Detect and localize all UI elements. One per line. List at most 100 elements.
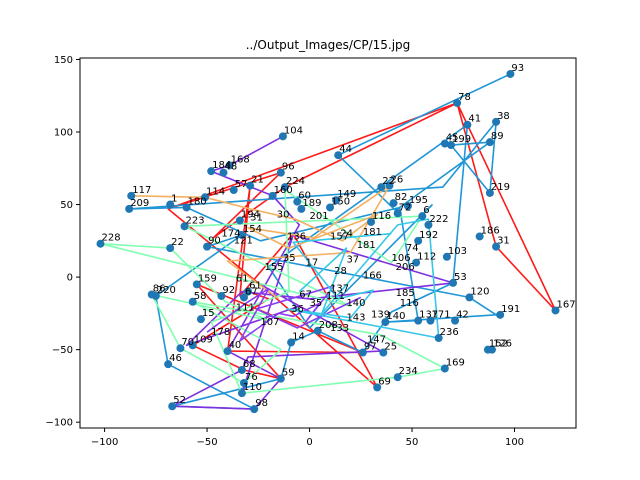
point-label: 191 — [501, 304, 520, 315]
point-label: 17 — [305, 257, 318, 268]
point-marker — [385, 181, 394, 190]
point-marker — [424, 220, 433, 229]
point-label: 6 — [423, 205, 429, 216]
point-label: 67 — [245, 286, 258, 297]
point-label: 208 — [319, 320, 338, 331]
point-marker — [229, 186, 238, 195]
point-label: 68 — [243, 359, 256, 370]
point-marker — [192, 280, 201, 289]
point-marker — [127, 191, 136, 200]
point-label: 166 — [363, 271, 382, 282]
point-label: 137 — [330, 284, 349, 295]
point-marker — [496, 310, 505, 319]
point-marker — [475, 232, 484, 241]
point-label: 110 — [243, 382, 262, 393]
point-marker — [297, 204, 306, 213]
point-label: 159 — [198, 273, 217, 284]
point-marker — [180, 222, 189, 231]
point-label: 155 — [264, 262, 283, 273]
point-label: 167 — [557, 299, 576, 310]
point-marker — [379, 348, 388, 357]
point-label: 90 — [208, 236, 221, 247]
path-line-2 — [171, 135, 454, 410]
point-marker — [485, 138, 494, 147]
point-label: 154 — [243, 224, 262, 235]
point-marker — [446, 141, 455, 150]
point-label: 116 — [372, 211, 391, 222]
point-marker — [389, 199, 398, 208]
point-label: 181 — [357, 240, 376, 251]
point-label: 72 — [399, 202, 412, 213]
point-label: 30 — [277, 210, 290, 221]
point-marker — [442, 252, 451, 261]
point-label: 140 — [346, 298, 365, 309]
point-label: 116 — [400, 298, 419, 309]
point-label: 222 — [429, 214, 448, 225]
point-label: 136 — [287, 231, 306, 242]
point-label: 41 — [468, 114, 481, 125]
x-tick-label: −50 — [197, 437, 218, 448]
point-marker — [168, 402, 177, 411]
point-label: 37 — [346, 255, 359, 266]
point-marker — [176, 344, 185, 353]
point-label: 61 — [236, 273, 249, 284]
point-label: 189 — [302, 198, 321, 209]
point-marker — [418, 212, 427, 221]
point-label: 59 — [282, 368, 295, 379]
point-label: 98 — [255, 398, 268, 409]
point-marker — [225, 161, 234, 170]
point-label: 114 — [206, 186, 225, 197]
y-tick-label: 0 — [67, 273, 73, 284]
point-marker — [414, 316, 423, 325]
point-label: 169 — [446, 358, 465, 369]
point-marker — [485, 188, 494, 197]
point-marker — [551, 306, 560, 315]
point-label: 112 — [417, 252, 436, 263]
y-tick-label: 150 — [54, 55, 73, 66]
point-marker — [96, 239, 105, 248]
point-label: 76 — [245, 372, 258, 383]
point-label: 38 — [497, 111, 510, 122]
point-label: 137 — [419, 310, 438, 321]
point-marker — [393, 209, 402, 218]
path-line-6 — [286, 218, 440, 339]
point-label: 160 — [274, 185, 293, 196]
point-marker — [203, 242, 212, 251]
point-marker — [164, 360, 173, 369]
point-label: 40 — [229, 340, 242, 351]
point-marker — [373, 383, 382, 392]
point-label: 70 — [181, 337, 194, 348]
point-label: 14 — [292, 331, 305, 342]
point-label: 31 — [250, 213, 263, 224]
point-marker — [440, 364, 449, 373]
point-marker — [487, 345, 496, 354]
point-marker — [313, 326, 322, 335]
point-label: 45 — [446, 133, 459, 144]
point-marker — [201, 193, 210, 202]
point-label: 140 — [386, 311, 405, 322]
point-label: 126 — [493, 339, 512, 350]
axis-ticks: −100 −50 0 50 100 −100 −50 0 50 100 150 — [46, 55, 525, 448]
point-label: 35 — [283, 253, 296, 264]
y-tick-label: −100 — [46, 418, 73, 429]
point-marker — [268, 191, 277, 200]
point-label: 36 — [291, 304, 304, 315]
point-marker — [426, 316, 435, 325]
point-marker — [465, 293, 474, 302]
point-label: 67 — [299, 289, 312, 300]
point-label: 97 — [364, 342, 377, 353]
point-label: 92 — [222, 285, 235, 296]
path-line-4 — [131, 184, 391, 300]
point-label: 106 — [392, 253, 411, 264]
point-marker — [506, 69, 515, 78]
point-marker — [166, 200, 175, 209]
point-label: 107 — [260, 317, 279, 328]
point-label: 89 — [491, 131, 504, 142]
point-marker — [287, 338, 296, 347]
point-label: 109 — [194, 334, 213, 345]
point-marker — [492, 242, 501, 251]
path-line-5 — [206, 284, 362, 342]
point-label: 223 — [186, 215, 205, 226]
point-marker — [182, 203, 191, 212]
